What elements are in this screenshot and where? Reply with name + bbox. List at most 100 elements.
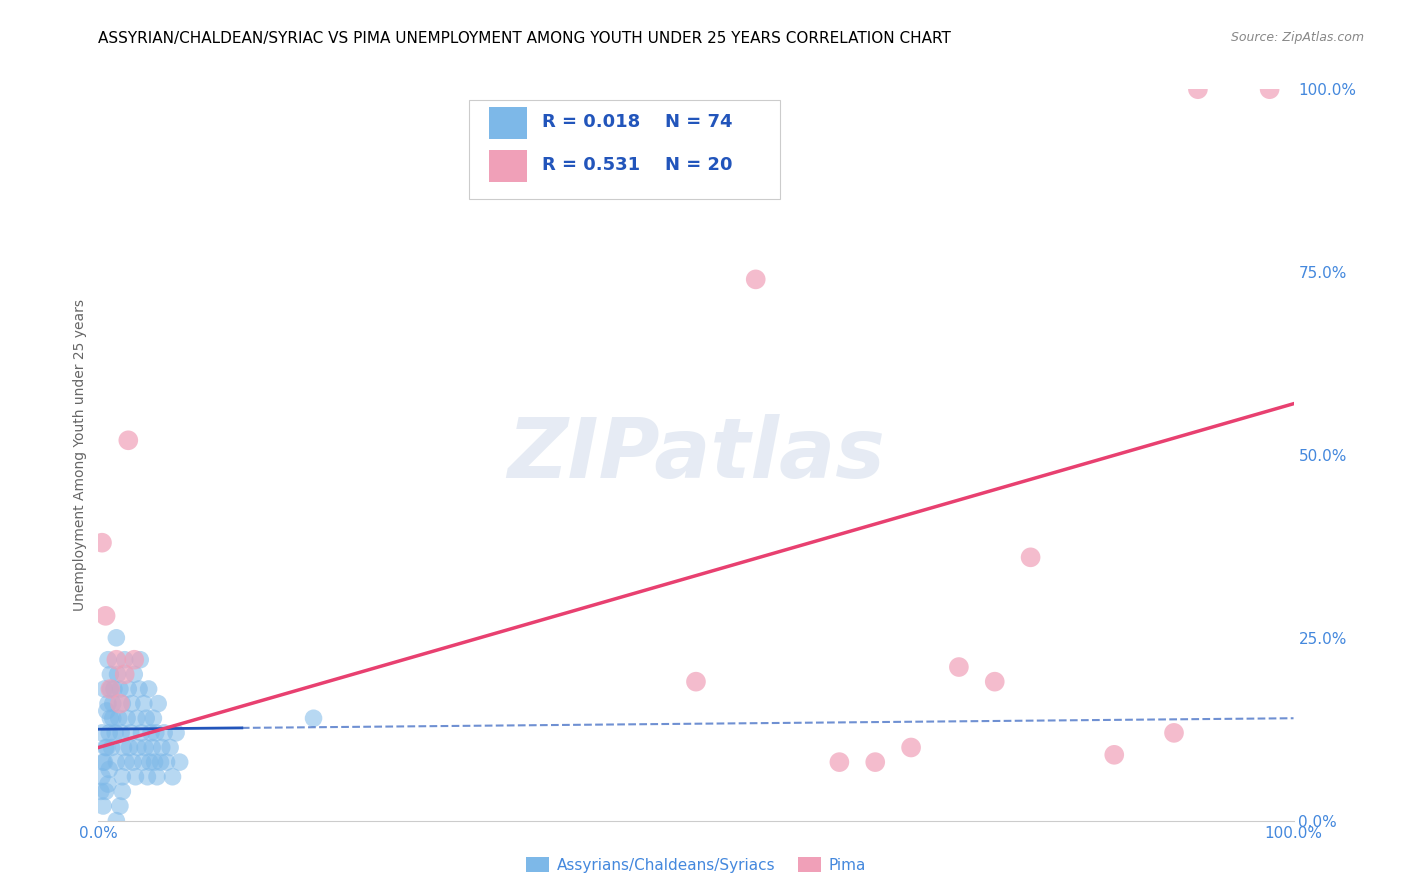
Point xyxy=(104,726,127,740)
Point xyxy=(828,755,851,769)
Bar xyxy=(489,150,527,182)
Point xyxy=(129,653,152,667)
Point xyxy=(108,697,131,711)
Point xyxy=(96,740,118,755)
Point xyxy=(110,726,132,740)
Point xyxy=(114,653,136,667)
Point xyxy=(122,755,145,769)
Point xyxy=(153,726,176,740)
Point xyxy=(134,740,156,755)
Point xyxy=(98,763,121,777)
Point xyxy=(111,697,134,711)
Point xyxy=(162,770,184,784)
Point xyxy=(107,711,129,725)
Point xyxy=(101,711,124,725)
Text: ZIPatlas: ZIPatlas xyxy=(508,415,884,495)
Point xyxy=(105,814,128,828)
Point xyxy=(124,770,146,784)
Point xyxy=(135,711,157,725)
Point xyxy=(169,755,191,769)
Point xyxy=(128,681,150,696)
Point xyxy=(107,667,129,681)
Point xyxy=(91,799,114,814)
Point xyxy=(115,711,138,725)
Point xyxy=(143,755,166,769)
Point xyxy=(91,726,114,740)
Point xyxy=(112,740,135,755)
Point xyxy=(96,704,118,718)
Point xyxy=(138,681,160,696)
Point xyxy=(98,711,122,725)
Point xyxy=(863,755,887,769)
Point xyxy=(900,740,922,755)
Point xyxy=(120,726,142,740)
Point xyxy=(948,660,970,674)
Point xyxy=(115,755,138,769)
Point xyxy=(145,726,167,740)
Point xyxy=(94,608,117,623)
Point xyxy=(127,740,149,755)
Point xyxy=(1163,726,1185,740)
Point xyxy=(117,434,139,448)
Point xyxy=(98,726,121,740)
Point xyxy=(125,711,148,725)
Text: N = 20: N = 20 xyxy=(665,156,733,174)
Point xyxy=(745,272,768,286)
Point xyxy=(98,681,122,696)
Point xyxy=(685,674,707,689)
Point xyxy=(100,740,122,755)
Point xyxy=(132,697,155,711)
Text: N = 74: N = 74 xyxy=(665,113,733,131)
Point xyxy=(118,740,141,755)
Text: ASSYRIAN/CHALDEAN/SYRIAC VS PIMA UNEMPLOYMENT AMONG YOUTH UNDER 25 YEARS CORRELA: ASSYRIAN/CHALDEAN/SYRIAC VS PIMA UNEMPLO… xyxy=(98,31,952,46)
Point xyxy=(94,740,117,755)
Point xyxy=(146,770,169,784)
Point xyxy=(98,681,122,696)
Point xyxy=(165,726,187,740)
Point xyxy=(101,697,124,711)
Point xyxy=(139,755,162,769)
Point xyxy=(111,770,134,784)
Point xyxy=(136,770,159,784)
Y-axis label: Unemployment Among Youth under 25 years: Unemployment Among Youth under 25 years xyxy=(73,299,87,611)
Point xyxy=(131,755,153,769)
Point xyxy=(94,784,117,798)
Point xyxy=(91,755,114,769)
Point xyxy=(302,711,325,725)
Point xyxy=(108,799,131,814)
Point xyxy=(1258,82,1281,96)
Point xyxy=(117,681,139,696)
Point xyxy=(124,653,146,667)
Point xyxy=(141,740,163,755)
Point xyxy=(93,681,115,696)
Point xyxy=(148,697,170,711)
Point xyxy=(111,784,134,798)
Point xyxy=(98,667,122,681)
Point xyxy=(93,755,115,769)
Point xyxy=(124,667,146,681)
Point xyxy=(91,770,114,784)
Point xyxy=(984,674,1007,689)
FancyBboxPatch shape xyxy=(470,100,780,199)
Point xyxy=(150,740,173,755)
Text: R = 0.531: R = 0.531 xyxy=(541,156,640,174)
Point xyxy=(97,697,120,711)
Point xyxy=(97,777,120,791)
Point xyxy=(91,535,114,549)
Point xyxy=(149,755,172,769)
Point xyxy=(105,653,128,667)
Point xyxy=(139,726,162,740)
Point xyxy=(103,681,125,696)
Point xyxy=(1187,82,1209,96)
Point xyxy=(105,755,128,769)
Bar xyxy=(489,106,527,138)
Legend: Assyrians/Chaldeans/Syriacs, Pima: Assyrians/Chaldeans/Syriacs, Pima xyxy=(520,851,872,879)
Point xyxy=(131,726,153,740)
Text: Source: ZipAtlas.com: Source: ZipAtlas.com xyxy=(1230,31,1364,45)
Point xyxy=(114,667,136,681)
Point xyxy=(142,711,165,725)
Point xyxy=(97,653,120,667)
Point xyxy=(108,681,131,696)
Point xyxy=(1102,747,1125,762)
Point xyxy=(121,697,143,711)
